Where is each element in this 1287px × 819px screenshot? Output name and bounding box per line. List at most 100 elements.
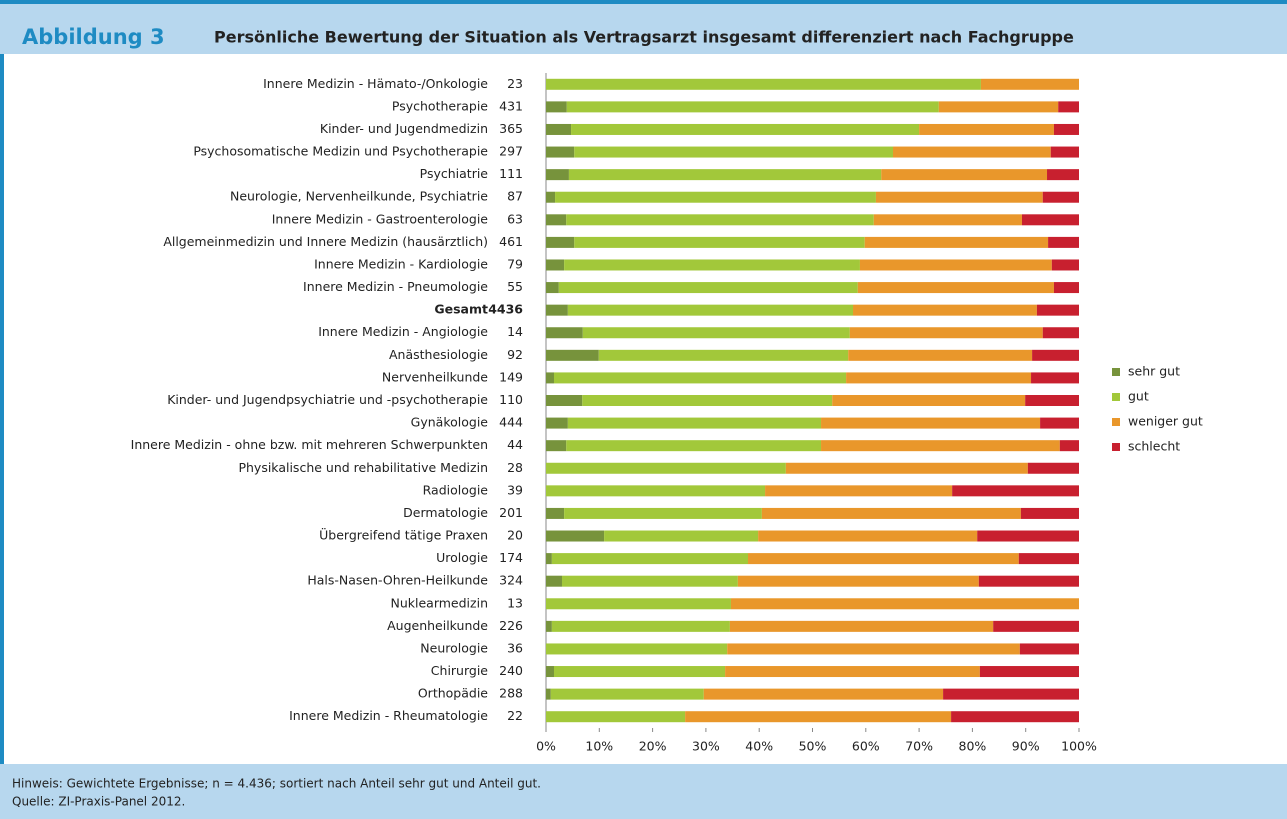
legend-label: weniger gut [1128,414,1203,429]
n-label: 444 [499,415,523,430]
bar-segment [546,598,731,610]
bar-segment [1018,553,1079,565]
bar-segment [1040,417,1079,429]
category-label: Kinder- und Jugendpsychiatrie und -psych… [167,392,488,407]
legend-swatch [1112,443,1120,451]
bar-segment [951,711,1079,723]
bar-segment [546,395,583,406]
category-label: Dermatologie [403,505,488,520]
bar-segment [1051,259,1079,271]
bar-segment [567,417,822,429]
bar-segment [598,349,849,361]
n-label: 110 [499,392,523,407]
bar-segment [546,169,569,181]
bar-segment [546,643,728,655]
n-label: 55 [507,279,523,294]
category-label: Psychiatrie [420,166,489,181]
bar-segment [737,575,979,587]
bar-segment [864,236,1049,248]
bar-segment [546,78,981,90]
n-label: 14 [507,324,523,339]
bar-segment [832,395,1026,406]
x-tick-label: 0% [536,739,556,754]
bar-segment [546,349,599,361]
bar-segment [546,530,605,542]
n-label: 149 [499,369,523,384]
category-label: Allgemeinmedizin und Innere Medizin (hau… [163,234,488,249]
n-label: 431 [499,98,523,113]
bar-segment [546,620,552,632]
n-label: 365 [499,121,523,136]
category-label: Gynäkologie [411,415,489,430]
bar-segment [1020,507,1079,519]
category-label: Nuklearmedizin [391,595,489,610]
bar-segment [546,282,559,294]
category-label: Radiologie [423,482,489,497]
bar-segment [553,666,726,678]
category-label: Innere Medizin - Gastroenterologie [272,211,489,226]
bar-segment [785,462,1028,474]
bar-segment [952,485,1079,497]
legend-label: gut [1128,389,1149,404]
bar-segment [568,169,882,181]
category-label: Physikalische und rehabilitative Medizin [238,460,488,475]
n-label: 288 [499,686,523,701]
bar-segment [561,575,738,587]
bar-segment [604,530,759,542]
category-label: Augenheilkunde [387,618,488,633]
category-label: Psychotherapie [392,98,488,113]
bar-segment [546,666,554,678]
bar-segment [1058,101,1079,113]
bar-segment [1019,643,1079,655]
bar-segment [546,236,575,248]
bar-segment [1059,440,1079,452]
n-label: 39 [507,482,523,497]
bar-segment [546,440,567,452]
bar-segment [725,666,980,678]
bar-segment [919,123,1054,135]
category-label: Nervenheilkunde [382,369,488,384]
n-label: 36 [507,640,523,655]
bar-segment [1050,146,1079,158]
bar-segment [980,78,1079,90]
bar-segment [727,643,1020,655]
bar-segment [546,101,567,113]
n-label: 79 [507,256,523,271]
bar-segment [546,372,554,384]
legend-swatch [1112,418,1120,426]
bar-segment [729,620,994,632]
bar-segment [730,598,1079,610]
category-label: Psychosomatische Medizin und Psychothera… [193,144,488,159]
bar-segment [859,259,1052,271]
header-band [0,4,1287,54]
bar-segment [821,440,1060,452]
bar-segment [546,462,786,474]
bar-segment [582,395,833,406]
bar-segment [551,620,730,632]
x-tick-label: 60% [852,739,880,754]
bar-segment [943,688,1079,700]
bar-segment [993,620,1079,632]
bar-segment [546,575,562,587]
bar-segment [574,236,865,248]
category-label: Innere Medizin - Angiologie [318,324,488,339]
n-label: 111 [499,166,523,181]
n-label: 13 [507,595,523,610]
left-rule [0,54,4,764]
category-label: Hals-Nasen-Ohren-Heilkunde [307,573,488,588]
legend-swatch [1112,368,1120,376]
n-label: 240 [499,663,523,678]
bar-segment [546,327,583,339]
bar-segment [848,349,1033,361]
bar-segment [703,688,944,700]
bar-segment [571,123,920,135]
category-label: Neurologie [420,640,488,655]
bar-segment [1047,169,1079,181]
x-tick-label: 20% [639,739,667,754]
n-label: 324 [499,573,523,588]
category-label: Orthopädie [418,686,488,701]
bar-segment [1032,349,1079,361]
bar-segment [555,191,876,203]
n-label: 87 [507,189,523,204]
category-label: Anästhesiologie [389,347,488,362]
